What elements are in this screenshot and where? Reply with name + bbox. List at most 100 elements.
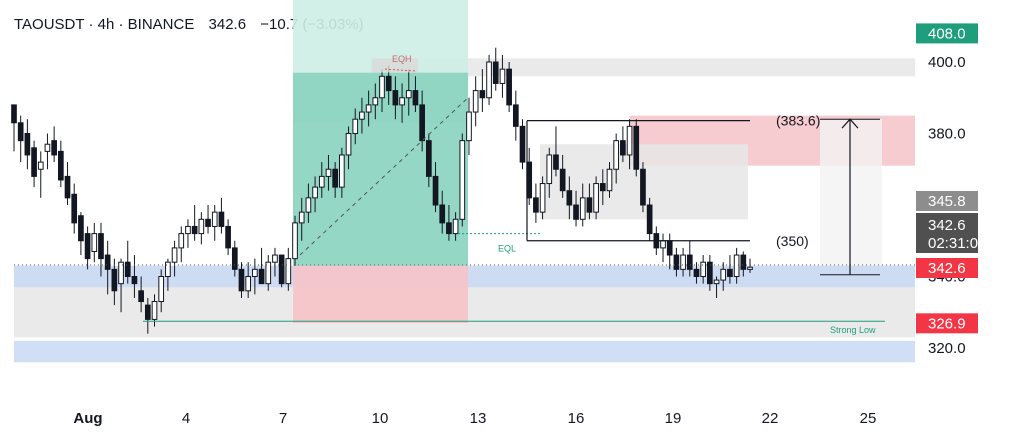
candle-body xyxy=(205,218,211,227)
candle-body xyxy=(64,175,71,199)
candle-body xyxy=(191,225,198,235)
candle-body xyxy=(640,168,646,206)
candle-body xyxy=(446,222,452,235)
eqh-box xyxy=(372,58,418,73)
candle-body xyxy=(231,247,238,270)
candle-body xyxy=(178,233,185,249)
candle-body xyxy=(151,301,158,320)
candle-body xyxy=(680,254,686,270)
candle-body xyxy=(593,183,599,213)
candle-body xyxy=(165,261,171,278)
candle-body xyxy=(573,204,579,220)
annotation-eql: EQL xyxy=(498,243,516,253)
candle-body xyxy=(439,204,446,224)
candle-body xyxy=(372,97,379,106)
badge-bg xyxy=(916,313,978,334)
candle-body xyxy=(318,175,325,188)
candle-body xyxy=(626,125,633,156)
y-tick-label: 380.0 xyxy=(928,126,966,143)
candle-body xyxy=(613,140,620,170)
candle-body xyxy=(111,268,118,292)
badge-text: 408.0 xyxy=(928,25,966,42)
candle-body xyxy=(546,154,553,185)
candle-body xyxy=(539,183,546,213)
badge-bg xyxy=(916,258,978,278)
candle-body xyxy=(486,61,492,99)
zone-projection xyxy=(820,119,882,266)
candle-body xyxy=(405,90,412,99)
candle-body xyxy=(599,183,606,192)
badge-bg xyxy=(916,191,978,211)
candle-body xyxy=(606,168,613,192)
candle-body xyxy=(459,140,466,220)
annotations-layer: EQH EQL (383.6) (350) Strong Low xyxy=(14,54,915,335)
candle-body xyxy=(312,186,318,199)
candle-body xyxy=(44,143,51,152)
candle-body xyxy=(519,125,526,163)
candle-body xyxy=(733,254,740,278)
candle-body xyxy=(720,268,727,281)
x-tick-label: 19 xyxy=(665,410,682,427)
candle-body xyxy=(399,97,405,106)
candle-body xyxy=(727,268,733,278)
candle-body xyxy=(325,168,332,177)
candle-body xyxy=(673,254,680,270)
zone-long-stop xyxy=(293,265,468,323)
candle-body xyxy=(138,290,144,303)
candle-body xyxy=(31,147,37,177)
badge-countdown: 02:31:03 xyxy=(928,235,986,252)
candle-body xyxy=(365,104,372,113)
eqh-line xyxy=(384,68,416,72)
zone-support-blue xyxy=(14,340,915,363)
candle-body xyxy=(359,111,365,120)
candle-body xyxy=(666,240,673,256)
candle-body xyxy=(84,233,91,260)
candle-body xyxy=(506,68,512,106)
annotation-3836: (383.6) xyxy=(776,113,820,129)
x-tick-label: Aug xyxy=(73,410,102,427)
trend-dashed-line xyxy=(299,97,469,256)
candle-body xyxy=(225,225,231,249)
candle-body xyxy=(586,197,593,213)
candle-body xyxy=(466,111,472,142)
candle-body xyxy=(412,90,419,106)
price-badge-green: 408.0 xyxy=(916,23,978,44)
candle-body xyxy=(218,211,225,227)
candle-body xyxy=(419,104,425,142)
candle-body xyxy=(51,140,57,156)
candle-body xyxy=(272,254,278,263)
x-tick-label: 10 xyxy=(372,410,389,427)
candle-body xyxy=(78,215,84,242)
candle-body xyxy=(98,233,104,260)
badge-bg xyxy=(916,23,978,44)
candle-body xyxy=(17,122,24,142)
candle-body xyxy=(566,190,573,206)
x-axis: Aug 4 7 10 13 16 19 22 25 xyxy=(73,410,876,427)
candle-body xyxy=(660,240,666,249)
candle-body xyxy=(292,222,298,260)
candle-body xyxy=(118,261,124,285)
candle-body xyxy=(131,276,138,285)
annotation-350: (350) xyxy=(776,233,809,249)
zone-supply-top xyxy=(370,58,915,77)
candle-body xyxy=(298,211,305,224)
candle-body xyxy=(379,75,385,99)
candle-body xyxy=(24,133,31,156)
candle-body xyxy=(707,261,713,285)
candle-body xyxy=(432,175,439,206)
symbol: TAOUSDT xyxy=(14,16,85,33)
candle-body xyxy=(559,168,566,192)
candle-body xyxy=(104,254,111,270)
x-tick-label: 22 xyxy=(762,410,779,427)
badge-text: 326.9 xyxy=(928,315,966,332)
price-badge-dark: 342.602:31:03 xyxy=(916,213,986,253)
price-badge-red: 326.9 xyxy=(916,313,978,334)
candle-body xyxy=(278,254,285,285)
candle-body xyxy=(198,218,205,235)
badge-text: 345.8 xyxy=(928,193,966,210)
badge-text: 342.6 xyxy=(928,217,966,234)
annotation-eqh: EQH xyxy=(392,54,412,64)
candle-body xyxy=(37,161,44,170)
